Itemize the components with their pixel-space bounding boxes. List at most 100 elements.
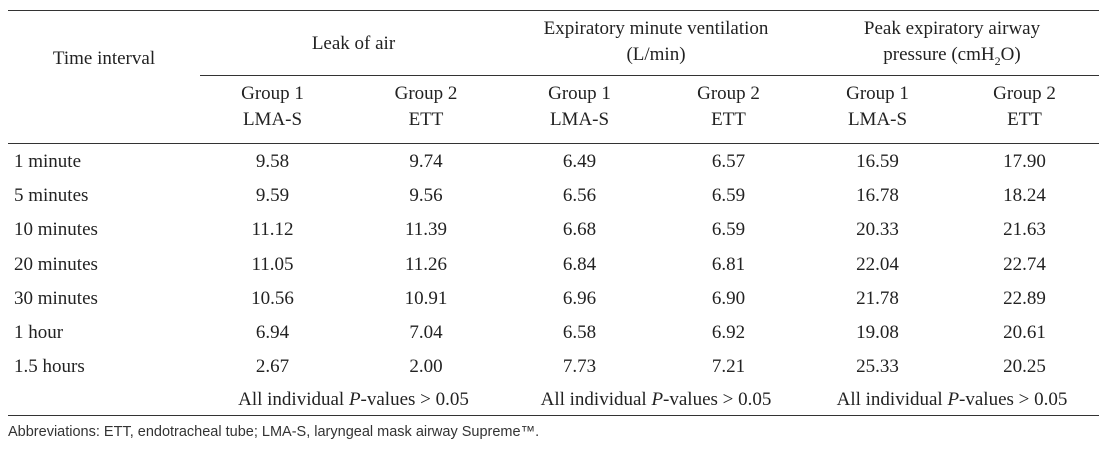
header-row-devices: LMA-S ETT LMA-S ETT LMA-S ETT: [8, 110, 1099, 144]
pvalue-row: All individual P-values > 0.05 All indiv…: [8, 384, 1099, 417]
emv-group2-cell: 6.59: [711, 184, 746, 206]
time-interval-header: Time interval: [8, 10, 200, 76]
pea-group2-cell: 17.90: [1003, 150, 1046, 172]
leak-group2-cell: 2.00: [409, 356, 443, 378]
emv-group1-cell: 6.49: [562, 150, 597, 172]
emv-group1-cell: 6.84: [562, 253, 597, 275]
pea-header-line2-prefix: pressure (cmH: [883, 44, 995, 65]
leak-group2-device: ETT: [345, 110, 507, 144]
emv-group1-cell: 7.73: [562, 356, 597, 378]
emv-group2-cell: 6.59: [711, 219, 746, 241]
header-row-subgroups: Group 1 Group 2 Group 1 Group 2 Group 1 …: [8, 76, 1099, 111]
pea-group2-cell: 21.63: [1003, 219, 1046, 241]
pea-group1-cell: 16.78: [856, 184, 899, 206]
leak-group2-cell: 9.74: [409, 150, 443, 172]
pvalue-prefix: All individual: [540, 389, 652, 411]
emv-group1-cell: 6.56: [562, 184, 597, 206]
table-row: 30 minutes 10.56 10.91 6.96 6.90 21.78 22.89: [8, 281, 1099, 315]
pea-group1-cell: 19.08: [856, 322, 899, 344]
emv-group2-cell: 6.57: [711, 150, 746, 172]
leak-pvalue-note: All individual P-values > 0.05: [200, 384, 507, 417]
time-interval-cell: 1.5 hours: [14, 356, 85, 378]
pea-header-line2: pressure (cmH2O): [805, 45, 1099, 76]
leak-group1-cell: 9.58: [255, 150, 290, 172]
emv-header-line1: Expiratory minute ventilation: [507, 10, 805, 45]
table-row: 1 minute 9.58 9.74 6.49 6.57 16.59 17.90: [8, 144, 1099, 179]
leak-group1-cell: 11.05: [251, 253, 294, 275]
pea-group1-cell: 20.33: [856, 219, 899, 241]
abbreviations-footnote: Abbreviations: ETT, endotracheal tube; L…: [8, 424, 540, 440]
pea-group2-cell: 22.89: [1003, 287, 1046, 309]
pea-group1-cell: 22.04: [856, 253, 899, 275]
pea-group2-cell: 20.61: [1003, 322, 1046, 344]
table-row: 20 minutes 11.05 11.26 6.84 6.81 22.04 22.74: [8, 247, 1099, 281]
emv-group1-header: Group 1: [548, 82, 611, 104]
pea-group1-header: Group 1: [846, 82, 909, 104]
leak-group2-cell: 11.26: [404, 253, 448, 275]
header-row-groups-2: (L/min) pressure (cmH2O): [8, 45, 1099, 76]
time-interval-cell: 30 minutes: [14, 287, 98, 309]
pea-group2-cell: 22.74: [1003, 253, 1046, 275]
emv-group1-cell: 6.68: [562, 219, 597, 241]
emv-group2-cell: 7.21: [711, 356, 746, 378]
pea-group1-cell: 25.33: [856, 356, 899, 378]
table-row: 1 hour 6.94 7.04 6.58 6.92 19.08 20.61: [8, 315, 1099, 349]
empty-pvalue-cell: [8, 384, 200, 417]
pvalue-prefix: All individual: [836, 389, 948, 411]
leak-of-air-header: Leak of air: [200, 10, 507, 76]
leak-group2-cell: 10.91: [404, 287, 448, 309]
pvalue-suffix: -values > 0.05: [360, 389, 469, 411]
pvalue-italic: P: [651, 389, 664, 411]
time-interval-cell: 20 minutes: [14, 253, 98, 275]
table-body: 1 minute 9.58 9.74 6.49 6.57 16.59 17.90 5 minu…: [8, 144, 1099, 385]
pvalue-suffix: -values > 0.05: [959, 389, 1068, 411]
emv-group2-header: Group 2: [697, 82, 760, 104]
pea-header-line2-suffix: O): [1000, 44, 1021, 65]
pea-pvalue-note: All individual P-values > 0.05: [805, 384, 1099, 417]
leak-group1-cell: 11.12: [251, 219, 294, 241]
table-row: 5 minutes 9.59 9.56 6.56 6.59 16.78 18.24: [8, 178, 1099, 212]
leak-group2-header: Group 2: [394, 82, 458, 104]
time-interval-cell: 5 minutes: [14, 184, 89, 206]
time-interval-cell: 1 minute: [14, 150, 82, 172]
pvalue-italic: P: [947, 389, 960, 411]
emv-group1-device: LMA-S: [507, 110, 652, 144]
empty-header-cell: [8, 76, 200, 111]
results-table: Time interval Leak of air Expiratory min…: [8, 10, 1099, 417]
leak-group2-cell: 9.56: [409, 184, 443, 206]
pea-group2-device: ETT: [950, 110, 1099, 144]
pea-group2-cell: 18.24: [1003, 184, 1046, 206]
pea-group2-cell: 20.25: [1003, 356, 1046, 378]
leak-group1-cell: 10.56: [251, 287, 294, 309]
pea-group2-header: Group 2: [993, 82, 1056, 104]
pvalue-italic: P: [348, 389, 361, 411]
pvalue-prefix: All individual: [238, 389, 349, 411]
table-row: 1.5 hours 2.67 2.00 7.73 7.21 25.33 20.25: [8, 350, 1099, 384]
emv-group2-cell: 6.92: [711, 322, 746, 344]
leak-group1-cell: 2.67: [255, 356, 290, 378]
pea-group1-cell: 21.78: [856, 287, 899, 309]
leak-group1-device: LMA-S: [200, 110, 345, 144]
time-interval-cell: 10 minutes: [14, 219, 98, 241]
leak-group2-cell: 7.04: [409, 322, 443, 344]
emv-pvalue-note: All individual P-values > 0.05: [507, 384, 805, 417]
emv-group2-device: ETT: [652, 110, 805, 144]
emv-group1-cell: 6.96: [562, 287, 597, 309]
leak-group1-cell: 9.59: [255, 184, 290, 206]
emv-group2-cell: 6.90: [711, 287, 746, 309]
header-row-groups: Time interval Leak of air Expiratory min…: [8, 10, 1099, 76]
leak-group1-cell: 6.94: [255, 322, 290, 344]
emv-group2-cell: 6.81: [711, 253, 746, 275]
emv-header-line2: (L/min): [507, 45, 805, 76]
leak-group1-header: Group 1: [241, 82, 304, 104]
emv-group1-cell: 6.58: [562, 322, 597, 344]
table-row: 10 minutes 11.12 11.39 6.68 6.59 20.33 21.63: [8, 213, 1099, 247]
pea-group1-device: LMA-S: [805, 110, 950, 144]
pea-header-line1: Peak expiratory airway: [805, 10, 1099, 45]
pea-header-line2-sub: 2: [994, 53, 1001, 68]
leak-group2-cell: 11.39: [404, 219, 448, 241]
time-interval-cell: 1 hour: [14, 322, 64, 344]
pea-group1-cell: 16.59: [856, 150, 899, 172]
pvalue-suffix: -values > 0.05: [663, 389, 772, 411]
